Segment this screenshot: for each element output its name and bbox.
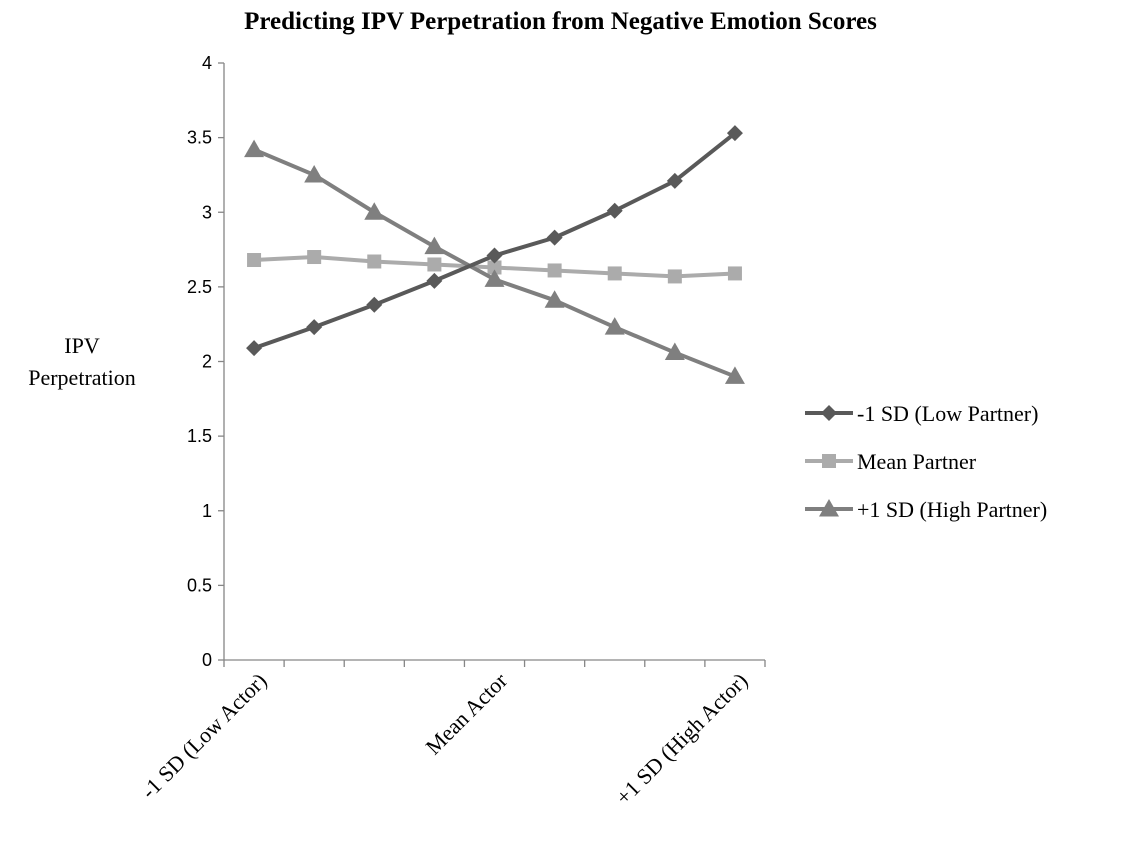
legend-marker [819,499,839,517]
data-point [664,342,685,361]
y-tick-label: 0 [202,650,212,670]
data-point [367,254,382,269]
y-tick-label: 4 [202,53,212,73]
legend-marker [821,405,837,421]
data-point [244,139,265,158]
data-point [604,317,625,335]
legend-item: -1 SD (Low Partner) [805,401,1038,426]
data-point [724,366,745,384]
y-tick-label: 2.5 [187,277,212,297]
y-tick-label: 3.5 [187,128,212,148]
data-point [727,266,742,281]
y-tick-label: 1 [202,501,212,521]
data-point [486,247,503,264]
series-2 [247,250,742,284]
legend-label: -1 SD (Low Partner) [857,401,1038,426]
y-axis-label-line-2: Perpetration [28,365,136,390]
data-point [544,290,565,308]
data-point [304,164,325,183]
data-point [426,272,443,289]
data-point [547,263,562,278]
x-category-label: +1 SD (High Actor) [611,668,753,810]
x-category-label: Mean Actor [420,667,512,759]
y-tick-label: 3 [202,202,212,222]
y-axis-label-line-1: IPV [64,333,100,358]
legend-marker [822,454,836,468]
y-tick-label: 2 [202,352,212,372]
data-point [424,236,445,255]
y-tick-label: 1.5 [187,426,212,446]
data-point [247,253,262,268]
data-point [726,125,743,142]
series-3 [244,139,745,384]
legend-item: +1 SD (High Partner) [805,497,1047,522]
data-point [607,266,622,281]
data-point [666,172,683,189]
x-category-label: -1 SD (Low Actor) [136,668,272,804]
y-axis-label: IPV Perpetration [8,330,156,394]
legend-item: Mean Partner [805,449,977,474]
legend-label: +1 SD (High Partner) [857,497,1047,522]
y-tick-label: 0.5 [187,575,212,595]
data-point [246,340,263,357]
data-point [306,319,323,336]
chart-title: Predicting IPV Perpetration from Negativ… [244,8,877,35]
series-line [253,131,737,350]
data-point [606,202,623,219]
legend-label: Mean Partner [857,449,977,474]
chart-axes: 0 0.5 1 1.5 2 2.5 3 3.5 4 -1 SD (Low Actor) Mean A… [136,53,766,810]
series-1 [246,125,743,357]
data-point [484,269,505,287]
data-point [427,257,442,272]
legend: -1 SD (Low Partner) Mean Partner +1 SD (Hi… [805,401,1047,522]
data-point [667,269,682,284]
data-point [364,202,385,220]
data-point [487,260,502,275]
series-layer [244,125,745,384]
data-point [307,250,322,265]
data-point [366,296,383,313]
data-point [546,229,563,246]
